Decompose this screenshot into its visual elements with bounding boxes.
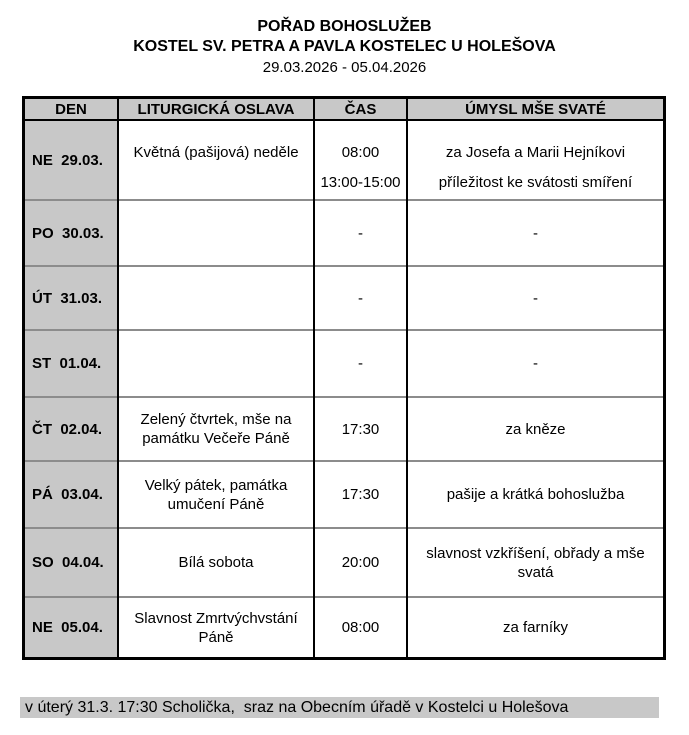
table-row: SO 04.04. Bílá sobota 20:00 slavnost vzkříš…	[25, 527, 663, 597]
cell-liturgy: Květná (pašijová) neděle	[118, 120, 314, 200]
cell-day: ČT 02.04.	[25, 396, 119, 461]
cell-day: NE 29.03.	[25, 120, 119, 200]
cell-liturgy: Slavnost Zmrtvýchvstání Páně	[118, 596, 314, 657]
cell-liturgy: Bílá sobota	[118, 527, 314, 597]
cell-time: 08:00	[313, 596, 407, 657]
cell-intent: -	[406, 265, 663, 330]
table-body: NE 29.03. Květná (pašijová) neděle 08:00 13…	[25, 120, 663, 657]
table-header-row: DEN LITURGICKÁ OSLAVA ČAS ÚMYSL MŠE SVAT…	[25, 99, 663, 121]
cell-day: ÚT 31.03.	[25, 265, 119, 330]
cell-day: PÁ 03.04.	[25, 460, 119, 528]
cell-intent: slavnost vzkříšení, obřady a mše svatá	[406, 527, 663, 597]
cell-intent: za farníky	[406, 596, 663, 657]
cell-time-line: 13:00-15:00	[320, 174, 401, 191]
cell-time: 17:30	[313, 460, 407, 528]
table-row: ČT 02.04. Zelený čtvrtek, mše na památku …	[25, 396, 663, 461]
cell-intent: za Josefa a Marii Hejníkovi příležitost k…	[406, 120, 663, 200]
cell-intent: -	[406, 199, 663, 266]
table-row: NE 29.03. Květná (pašijová) neděle 08:00 13…	[25, 120, 663, 200]
cell-day: SO 04.04.	[25, 527, 119, 597]
doc-subtitle: KOSTEL SV. PETRA A PAVLA KOSTELEC U HOLE…	[133, 38, 556, 55]
schedule-table: DEN LITURGICKÁ OSLAVA ČAS ÚMYSL MŠE SVAT…	[22, 96, 666, 660]
cell-liturgy	[118, 199, 314, 266]
table-row: ÚT 31.03. - -	[25, 265, 663, 330]
table-row: PO 30.03. - -	[25, 199, 663, 266]
table-row: NE 05.04. Slavnost Zmrtvýchvstání Páně 08:…	[25, 596, 663, 657]
doc-date-range: 29.03.2026 - 05.04.2026	[262, 59, 427, 76]
cell-liturgy: Velký pátek, památka umučení Páně	[118, 460, 314, 528]
cell-liturgy-line: Květná (pašijová) neděle	[133, 144, 299, 161]
cell-time: 20:00	[313, 527, 407, 597]
cell-intent: pašije a krátká bohoslužba	[406, 460, 663, 528]
column-header-day: DEN	[25, 99, 118, 121]
cell-liturgy	[118, 329, 314, 397]
cell-day: ST 01.04.	[25, 329, 119, 397]
document-header: POŘAD BOHOSLUŽEB KOSTEL SV. PETRA A PAVL…	[0, 0, 689, 77]
table-row: PÁ 03.04. Velký pátek, památka umučení Pá…	[25, 460, 663, 528]
cell-time: -	[313, 265, 407, 330]
cell-liturgy	[118, 265, 314, 330]
footer-note: v úterý 31.3. 17:30 Scholička, sraz na O…	[20, 697, 659, 718]
column-header-liturgy: LITURGICKÁ OSLAVA	[117, 99, 314, 121]
cell-intent-line: za Josefa a Marii Hejníkovi	[445, 144, 626, 161]
cell-intent: -	[406, 329, 663, 397]
column-header-time: ČAS	[313, 99, 407, 121]
column-header-intent: ÚMYSL MŠE SVATÉ	[406, 99, 663, 121]
cell-day: PO 30.03.	[25, 199, 119, 266]
cell-time: -	[313, 199, 407, 266]
schedule-table-grid: DEN LITURGICKÁ OSLAVA ČAS ÚMYSL MŠE SVAT…	[25, 99, 663, 657]
cell-intent: za kněze	[406, 396, 663, 461]
cell-time: 08:00 13:00-15:00	[313, 120, 407, 200]
table-row: ST 01.04. - -	[25, 329, 663, 397]
cell-intent-line: příležitost ke svátosti smíření	[438, 174, 633, 191]
doc-title: POŘAD BOHOSLUŽEB	[257, 18, 432, 35]
cell-day: NE 05.04.	[25, 596, 119, 657]
cell-liturgy: Zelený čtvrtek, mše na památku Večeře Pá…	[118, 396, 314, 461]
cell-time: 17:30	[313, 396, 407, 461]
cell-time: -	[313, 329, 407, 397]
cell-time-line: 08:00	[341, 144, 380, 161]
